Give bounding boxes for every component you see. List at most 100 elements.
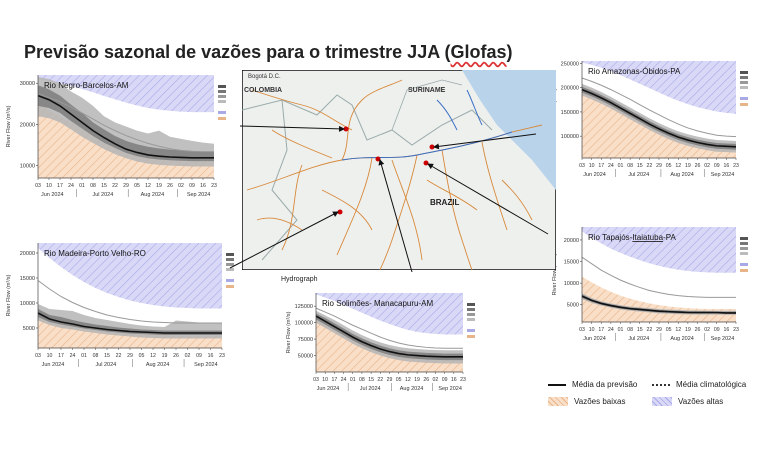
x-tick-label: 08 [627, 327, 633, 333]
x-tick-label: 26 [173, 353, 179, 359]
x-tick-label: 16 [200, 183, 206, 189]
x-tick-label: 02 [178, 183, 184, 189]
legend-marker-high [740, 97, 748, 100]
chart-panel-amazonas: 100000150000200000250000River Flow (m³/s… [546, 56, 756, 198]
x-tick-label: 17 [598, 327, 604, 333]
legend-marker [740, 252, 748, 255]
chart-svg: 5000 10000 15000 20000 River Flow (m³/s) 03 10… [6, 243, 234, 368]
ensemble-inner-band [38, 309, 222, 335]
x-tick-label: 01 [79, 183, 85, 189]
forecast-line [315, 315, 463, 358]
high-flow-band [582, 227, 736, 273]
x-tick-label: 24 [341, 377, 347, 383]
y-tick-label: 75000 [298, 337, 313, 343]
x-tick-label: 19 [162, 353, 168, 359]
chart-title: Rio Solimões- Manacapuru-AM [322, 299, 433, 308]
legend-low: Vazões baixas [548, 397, 625, 406]
climatology-line [581, 77, 737, 138]
x-tick-label: 22 [112, 183, 118, 189]
x-tick-label: 29 [127, 353, 133, 359]
low-flow-band [582, 276, 736, 322]
x-tick-label: 02 [185, 353, 191, 359]
hydrograph-label: Hydrograph [281, 276, 318, 283]
y-tick-label: 10000 [564, 281, 579, 287]
y-tick-label: 30000 [20, 81, 35, 87]
legend-marker-low [740, 269, 748, 272]
station-marker [343, 126, 349, 132]
x-tick-label: 22 [646, 163, 652, 169]
x-tick-label: 16 [208, 353, 214, 359]
title-glofas: Glofas [450, 42, 507, 62]
legend-marker [467, 318, 475, 321]
x-tick-label: 24 [68, 183, 74, 189]
month-label: Aug 2024 [670, 336, 694, 342]
station-marker [429, 144, 435, 150]
forecast-line [581, 295, 736, 314]
y-tick-label: 100000 [295, 321, 313, 327]
legend-marker [740, 86, 748, 89]
month-label: Jul 2024 [360, 386, 381, 392]
x-tick-label: 03 [35, 353, 41, 359]
x-tick-label: 08 [627, 163, 633, 169]
chart-svg: 100000150000200000250000River Flow (m³/s… [552, 61, 748, 178]
x-tick-label: 26 [167, 183, 173, 189]
legend-marker-high [226, 279, 234, 282]
x-tick-label: 17 [57, 183, 63, 189]
legend-marker [226, 268, 234, 271]
x-tick-label: 05 [666, 163, 672, 169]
legend-marker [226, 263, 234, 266]
month-label: Jun 2024 [317, 386, 340, 392]
forecast-line [37, 312, 222, 334]
ensemble-inner-band [582, 86, 736, 150]
y-axis-label: River Flow (m³/s) [286, 311, 292, 353]
x-tick-label: 03 [579, 327, 585, 333]
x-tick-label: 02 [704, 163, 710, 169]
y-tick-label: 5000 [23, 326, 35, 332]
x-tick-label: 19 [685, 327, 691, 333]
station-marker [423, 160, 429, 166]
legend-marker [467, 308, 475, 311]
low-flow-band [582, 85, 736, 158]
x-tick-label: 09 [196, 353, 202, 359]
y-tick-label: 20000 [564, 238, 579, 244]
x-tick-label: 09 [714, 163, 720, 169]
x-tick-label: 19 [414, 377, 420, 383]
legend-marker [740, 81, 748, 84]
y-tick-label: 10000 [20, 301, 35, 307]
legend-marker-low [218, 117, 226, 120]
month-label: Jun 2024 [583, 336, 606, 342]
chart-panel-tapajos: 5000 10000 15000 20000 River Flow (m³/s) 03 10… [546, 222, 756, 362]
y-tick-label: 20000 [20, 122, 35, 128]
x-tick-label: 24 [608, 163, 614, 169]
high-flow-band [316, 293, 463, 335]
x-tick-label: 10 [46, 183, 52, 189]
month-label: Sep 2024 [187, 192, 211, 198]
x-tick-label: 23 [219, 353, 225, 359]
x-tick-label: 09 [189, 183, 195, 189]
climatology-line [37, 93, 214, 153]
climatology-line [315, 307, 463, 349]
legend-low-label: Vazões baixas [574, 397, 626, 406]
x-tick-label: 01 [81, 353, 87, 359]
x-tick-label: 23 [460, 377, 466, 383]
x-tick-label: 26 [423, 377, 429, 383]
month-label: Sep 2024 [711, 336, 735, 342]
x-tick-label: 22 [646, 327, 652, 333]
month-label: Aug 2024 [141, 192, 165, 198]
x-tick-label: 16 [723, 327, 729, 333]
x-tick-label: 09 [714, 327, 720, 333]
chart-panel-madeira: 5000 10000 15000 20000 River Flow (m³/s) 03 10… [0, 238, 240, 388]
y-tick-label: 150000 [561, 110, 579, 116]
x-tick-label: 29 [387, 377, 393, 383]
chart-title: Rio Amazonas-Óbidos-PA [588, 67, 681, 76]
x-tick-label: 08 [93, 353, 99, 359]
x-tick-label: 17 [598, 163, 604, 169]
x-tick-label: 23 [211, 183, 217, 189]
x-tick-label: 16 [451, 377, 457, 383]
x-tick-label: 12 [675, 327, 681, 333]
x-tick-label: 03 [579, 163, 585, 169]
x-tick-label: 15 [368, 377, 374, 383]
y-tick-label: 5000 [567, 303, 579, 309]
legend-marker [740, 247, 748, 250]
x-tick-label: 02 [704, 327, 710, 333]
